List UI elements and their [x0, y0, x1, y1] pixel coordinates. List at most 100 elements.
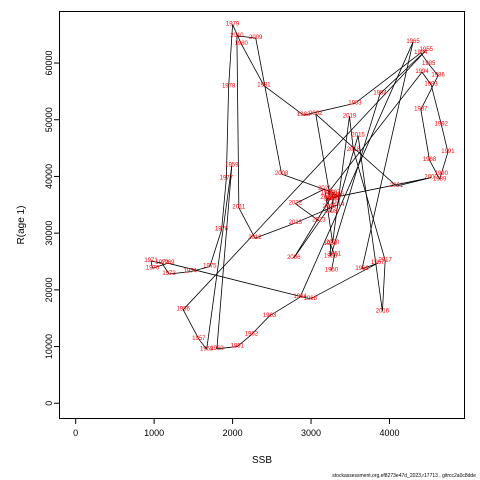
year-point-label: 1964: [293, 294, 307, 300]
year-point-label: 1988: [423, 157, 437, 163]
year-point-label: 1985: [422, 61, 436, 67]
y-tick-label: 20000: [44, 277, 54, 302]
y-tick-label: 60000: [44, 51, 54, 76]
year-point-label: 1994: [415, 69, 429, 75]
year-point-label: 1999: [327, 194, 341, 200]
y-tick-label: 30000: [44, 221, 54, 246]
year-point-label: 1955: [420, 47, 434, 53]
year-point-label: 2020: [326, 240, 340, 246]
year-point-label: 1983: [348, 100, 362, 106]
year-point-label: 1953: [324, 253, 338, 259]
year-connector-line: [324, 188, 333, 243]
year-connector-line: [439, 174, 442, 180]
year-connector-line: [236, 35, 240, 208]
year-point-label: 1968: [304, 296, 318, 302]
y-tick-label: 0: [44, 401, 54, 406]
year-connector-line: [152, 262, 168, 269]
year-connector-line: [428, 63, 439, 76]
year-point-label: 2002: [309, 111, 323, 117]
year-connector-line: [254, 222, 296, 239]
year-point-label: 2012: [248, 235, 262, 241]
year-point-label: 1975: [203, 264, 217, 270]
year-connector-line: [209, 229, 222, 267]
y-tick-label: 40000: [44, 164, 54, 189]
year-connector-line: [333, 177, 432, 198]
year-connector-line: [330, 93, 381, 257]
year-point-label: 2011: [232, 205, 246, 211]
year-point-label: 1967: [371, 260, 385, 266]
year-point-label: 1979: [226, 21, 240, 27]
year-connector-line: [396, 177, 432, 187]
year-point-label: 1962: [245, 332, 259, 338]
year-point-label: 1973: [162, 271, 176, 277]
year-point-label: 1996: [331, 192, 345, 198]
year-point-label: 2010: [230, 33, 244, 39]
year-point-label: 2006: [287, 255, 301, 261]
year-connector-line: [238, 207, 256, 239]
year-path-layer: [150, 24, 449, 350]
year-connector-line: [237, 334, 252, 347]
year-point-label: 1987: [414, 107, 428, 113]
year-point-label: 2015: [351, 133, 365, 139]
year-connector-line: [429, 159, 441, 180]
x-tick-label: 1000: [144, 428, 164, 438]
plot-frame: [59, 11, 465, 419]
year-point-label: 2018: [347, 147, 361, 153]
year-point-label: 1990: [435, 171, 449, 177]
year-point-label: 1995: [321, 190, 335, 196]
year-connector-line: [295, 204, 338, 224]
y-tick-label: 10000: [44, 334, 54, 359]
year-point-label: 1963: [263, 313, 277, 319]
year-point-label: 2021: [318, 186, 332, 192]
year-connector-line: [379, 49, 427, 94]
year-connector-line: [330, 197, 335, 213]
year-point-label: 1974: [184, 269, 198, 275]
year-connector-line: [354, 52, 422, 104]
year-point-label: 2019: [343, 113, 357, 119]
year-connector-line: [357, 135, 383, 312]
year-point-label: 1960: [210, 346, 224, 352]
year-connector-line: [420, 52, 430, 65]
year-connector-line: [361, 41, 414, 269]
year-connector-line: [251, 315, 270, 335]
year-connector-line: [299, 41, 414, 298]
year-connector-line: [150, 260, 153, 269]
x-tick-label: 0: [73, 428, 78, 438]
year-point-label: 1956: [176, 307, 190, 313]
x-tick-label: 2000: [223, 428, 243, 438]
year-point-label: 2003: [324, 197, 338, 203]
year-point-label: 1958: [200, 346, 214, 352]
year-connector-line: [327, 193, 338, 196]
year-connector-line: [430, 84, 442, 125]
year-point-label: 1952: [324, 241, 338, 247]
y-axis: 0 10000 20000 30000 40000 50000 60000: [44, 51, 60, 406]
year-point-label: 2023: [312, 218, 326, 224]
year-point-label: 1984: [414, 50, 428, 56]
year-connector-line: [440, 124, 449, 153]
year-connector-line: [236, 35, 256, 39]
footer-credit: stockassessment.org,ef8273e47d_2023,r177…: [332, 473, 476, 479]
year-connector-line: [315, 113, 332, 200]
year-point-label: 1957: [192, 336, 206, 342]
year-point-label: 1978: [222, 83, 236, 89]
year-connector-line: [232, 24, 242, 44]
year-connector-line: [331, 254, 335, 271]
year-connector-line: [269, 296, 301, 317]
year-connector-line: [310, 262, 378, 300]
year-point-label: 1992: [435, 121, 449, 127]
year-point-label: 2014: [331, 202, 345, 208]
year-connector-line: [303, 102, 356, 116]
year-point-label: 1959: [225, 163, 239, 169]
year-point-label: 2005: [323, 204, 337, 210]
year-point-label: 2016: [376, 308, 390, 314]
year-connector-line: [293, 206, 330, 259]
x-axis: 0 1000 2000 3000 4000: [73, 418, 399, 438]
year-point-label: 1966: [355, 266, 369, 272]
year-connector-line: [295, 188, 325, 205]
year-labels-layer: 1950 1951 1952 1953 1954 1955 1956 1957 1958 1959…: [144, 21, 455, 352]
year-point-label: 2013: [289, 220, 303, 226]
year-connector-line: [382, 260, 386, 312]
x-axis-title: SSB: [252, 455, 272, 466]
